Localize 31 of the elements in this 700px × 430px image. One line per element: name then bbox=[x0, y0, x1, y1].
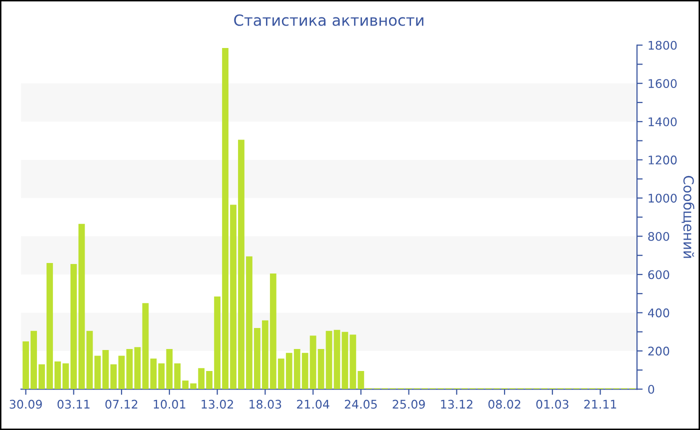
x-tick-label: 10.01 bbox=[154, 400, 186, 409]
x-tick-label: 13.12 bbox=[441, 400, 472, 409]
y-tick-label: 0 bbox=[648, 384, 654, 394]
y-tick-label: 800 bbox=[648, 232, 670, 241]
bar bbox=[142, 303, 149, 390]
x-tick-label: 01.03 bbox=[536, 400, 568, 409]
y-tick-label: 400 bbox=[648, 308, 670, 318]
x-tick-label: 25.09 bbox=[392, 400, 425, 409]
x-tick-label: 08.02 bbox=[488, 400, 520, 409]
y-axis-title: Сообщений bbox=[682, 176, 694, 258]
bar bbox=[134, 347, 141, 390]
bar bbox=[326, 330, 332, 390]
chart-title: Статистика активности bbox=[234, 14, 424, 26]
y-tick-label: 1400 bbox=[648, 117, 677, 126]
y-tick-label: 1600 bbox=[648, 79, 677, 88]
y-tick-label: 1800 bbox=[648, 40, 677, 50]
bar bbox=[318, 349, 324, 390]
x-tick-label: 21.11 bbox=[584, 400, 616, 409]
x-tick-label: 30.09 bbox=[10, 400, 42, 409]
y-tick-label: 200 bbox=[648, 346, 670, 356]
x-tick-label: 03.11 bbox=[58, 400, 90, 409]
x-tick-label: 07.12 bbox=[105, 400, 138, 409]
x-tick-label: 21.04 bbox=[297, 400, 330, 409]
x-tick-label: 13.02 bbox=[202, 400, 234, 409]
x-tick-label: 18.03 bbox=[250, 400, 282, 409]
bar bbox=[334, 330, 340, 390]
y-tick-label: 1200 bbox=[648, 156, 677, 164]
y-tick-label: 600 bbox=[648, 270, 670, 280]
x-tick-label: 24.05 bbox=[344, 400, 377, 409]
y-tick-label: 1000 bbox=[648, 194, 677, 203]
bar bbox=[126, 349, 133, 390]
